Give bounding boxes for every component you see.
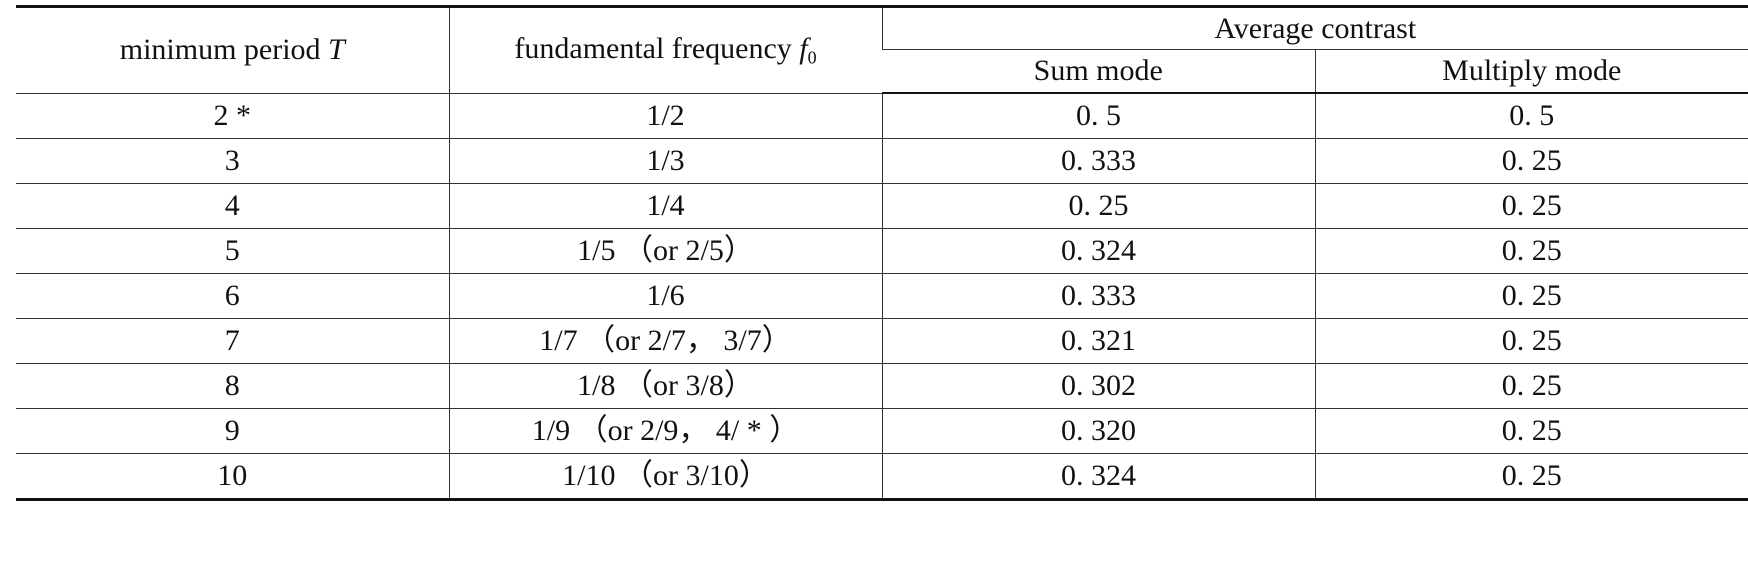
table-body: 2 * 1/2 0. 5 0. 5 3 1/3 0. 333 0. 25 4 1… [16, 93, 1748, 501]
table-row: 3 1/3 0. 333 0. 25 [16, 138, 1748, 184]
cell-period: 10 [16, 453, 449, 501]
cell-period: 9 [16, 408, 449, 454]
table-row: 10 1/10 （or 3/10） 0. 324 0. 25 [16, 453, 1748, 501]
cell-period: 4 [16, 183, 449, 229]
table-row: 9 1/9 （or 2/9， 4/ * ） 0. 320 0. 25 [16, 408, 1748, 454]
cell-multiply: 0. 25 [1314, 183, 1748, 229]
cell-sum: 0. 302 [881, 363, 1315, 409]
header-minimum-period-text: minimum period [119, 33, 329, 67]
cell-frequency: 1/9 （or 2/9， 4/ * ） [448, 408, 882, 454]
cell-period: 6 [16, 273, 449, 319]
header-frequency-sub: 0 [807, 47, 817, 68]
header-frequency-text: fundamental frequency [514, 32, 800, 66]
table-row: 4 1/4 0. 25 0. 25 [16, 183, 1748, 229]
cell-frequency: 1/7 （or 2/7， 3/7） [448, 318, 882, 364]
contrast-table: minimum period T fundamental frequency f… [16, 5, 1748, 501]
header-fundamental-frequency: fundamental frequency f0 [448, 5, 882, 94]
table-row: 5 1/5 （or 2/5） 0. 324 0. 25 [16, 228, 1748, 274]
cell-multiply: 0. 25 [1314, 363, 1748, 409]
cell-frequency: 1/2 [448, 93, 882, 139]
header-minimum-period-var: T [328, 33, 345, 67]
cell-frequency: 1/4 [448, 183, 882, 229]
table-row: 7 1/7 （or 2/7， 3/7） 0. 321 0. 25 [16, 318, 1748, 364]
cell-period: 3 [16, 138, 449, 184]
cell-multiply: 0. 25 [1314, 318, 1748, 364]
cell-frequency: 1/3 [448, 138, 882, 184]
cell-period: 2 * [16, 93, 449, 139]
cell-sum: 0. 324 [881, 228, 1315, 274]
header-frequency-var: f [799, 32, 808, 66]
cell-period: 5 [16, 228, 449, 274]
table-header: minimum period T fundamental frequency f… [16, 5, 1748, 94]
cell-sum: 0. 25 [881, 183, 1315, 229]
header-multiply-mode: Multiply mode [1314, 49, 1748, 94]
header-minimum-period: minimum period T [16, 5, 449, 94]
cell-sum: 0. 333 [881, 138, 1315, 184]
cell-sum: 0. 324 [881, 453, 1315, 501]
header-sum-mode: Sum mode [882, 49, 1315, 94]
table-row: 6 1/6 0. 333 0. 25 [16, 273, 1748, 319]
cell-multiply: 0. 25 [1314, 453, 1748, 501]
cell-sum: 0. 320 [881, 408, 1315, 454]
cell-period: 7 [16, 318, 449, 364]
cell-multiply: 0. 25 [1314, 273, 1748, 319]
cell-frequency: 1/6 [448, 273, 882, 319]
cell-sum: 0. 5 [881, 93, 1315, 139]
table-row: 2 * 1/2 0. 5 0. 5 [16, 93, 1748, 139]
cell-frequency: 1/5 （or 2/5） [448, 228, 882, 274]
cell-multiply: 0. 25 [1314, 408, 1748, 454]
cell-frequency: 1/10 （or 3/10） [448, 453, 882, 501]
cell-sum: 0. 321 [881, 318, 1315, 364]
cell-multiply: 0. 25 [1314, 228, 1748, 274]
header-average-contrast: Average contrast [881, 5, 1748, 50]
cell-multiply: 0. 25 [1314, 138, 1748, 184]
cell-frequency: 1/8 （or 3/8） [448, 363, 882, 409]
cell-period: 8 [16, 363, 449, 409]
table-row: 8 1/8 （or 3/8） 0. 302 0. 25 [16, 363, 1748, 409]
cell-sum: 0. 333 [881, 273, 1315, 319]
cell-multiply: 0. 5 [1314, 93, 1748, 139]
